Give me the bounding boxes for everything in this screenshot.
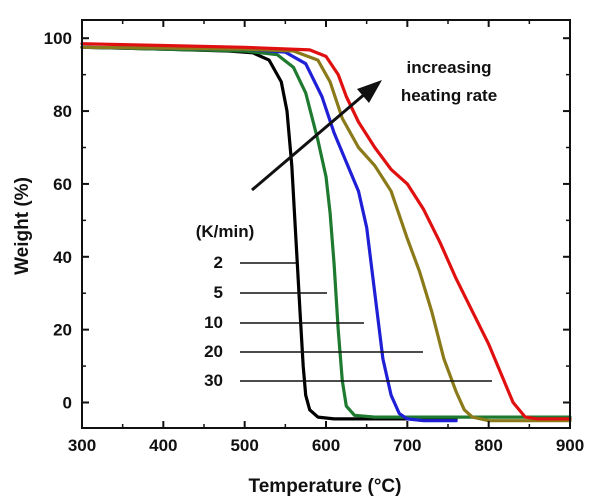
annotation-line1: increasing: [406, 58, 491, 77]
legend-label-5: 5: [214, 283, 223, 302]
y-tick-label-60: 60: [53, 175, 72, 194]
annotation: increasing heating rate: [251, 58, 497, 192]
x-tick-label-600: 600: [312, 436, 340, 455]
x-tick-label-300: 300: [68, 436, 96, 455]
series-line-5: [80, 45, 572, 419]
x-tick-label-700: 700: [393, 436, 421, 455]
legend-label-30: 30: [204, 371, 223, 390]
y-tick-label-20: 20: [53, 321, 72, 340]
y-tick-label-80: 80: [53, 102, 72, 121]
legend-label-2: 2: [214, 253, 223, 272]
x-tick-label-400: 400: [149, 436, 177, 455]
legend-label-10: 10: [204, 313, 223, 332]
x-tick-label-900: 900: [556, 436, 584, 455]
annotation-line2: heating rate: [401, 86, 497, 105]
legend-label-20: 20: [204, 342, 223, 361]
x-axis-title: Temperature (°C): [249, 476, 402, 497]
y-tick-label-0: 0: [63, 394, 72, 413]
annotation-arrow-head: [357, 80, 382, 103]
series-line-30: [80, 42, 572, 421]
legend: (K/min) 2 5 10 20 30: [196, 222, 492, 390]
x-tick-label-500: 500: [230, 436, 258, 455]
axes: 300 400 500 600 700 800 900 0 20 40 60 80 100: [44, 19, 584, 455]
plot-area: [80, 42, 572, 423]
y-axis-title: Weight (%): [12, 177, 33, 275]
y-tick-label-100: 100: [44, 29, 72, 48]
legend-title: (K/min): [196, 222, 255, 241]
annotation-arrow-shaft: [251, 91, 367, 192]
x-tick-label-800: 800: [474, 436, 502, 455]
y-tick-label-40: 40: [53, 248, 72, 267]
series-line-20: [80, 45, 572, 423]
